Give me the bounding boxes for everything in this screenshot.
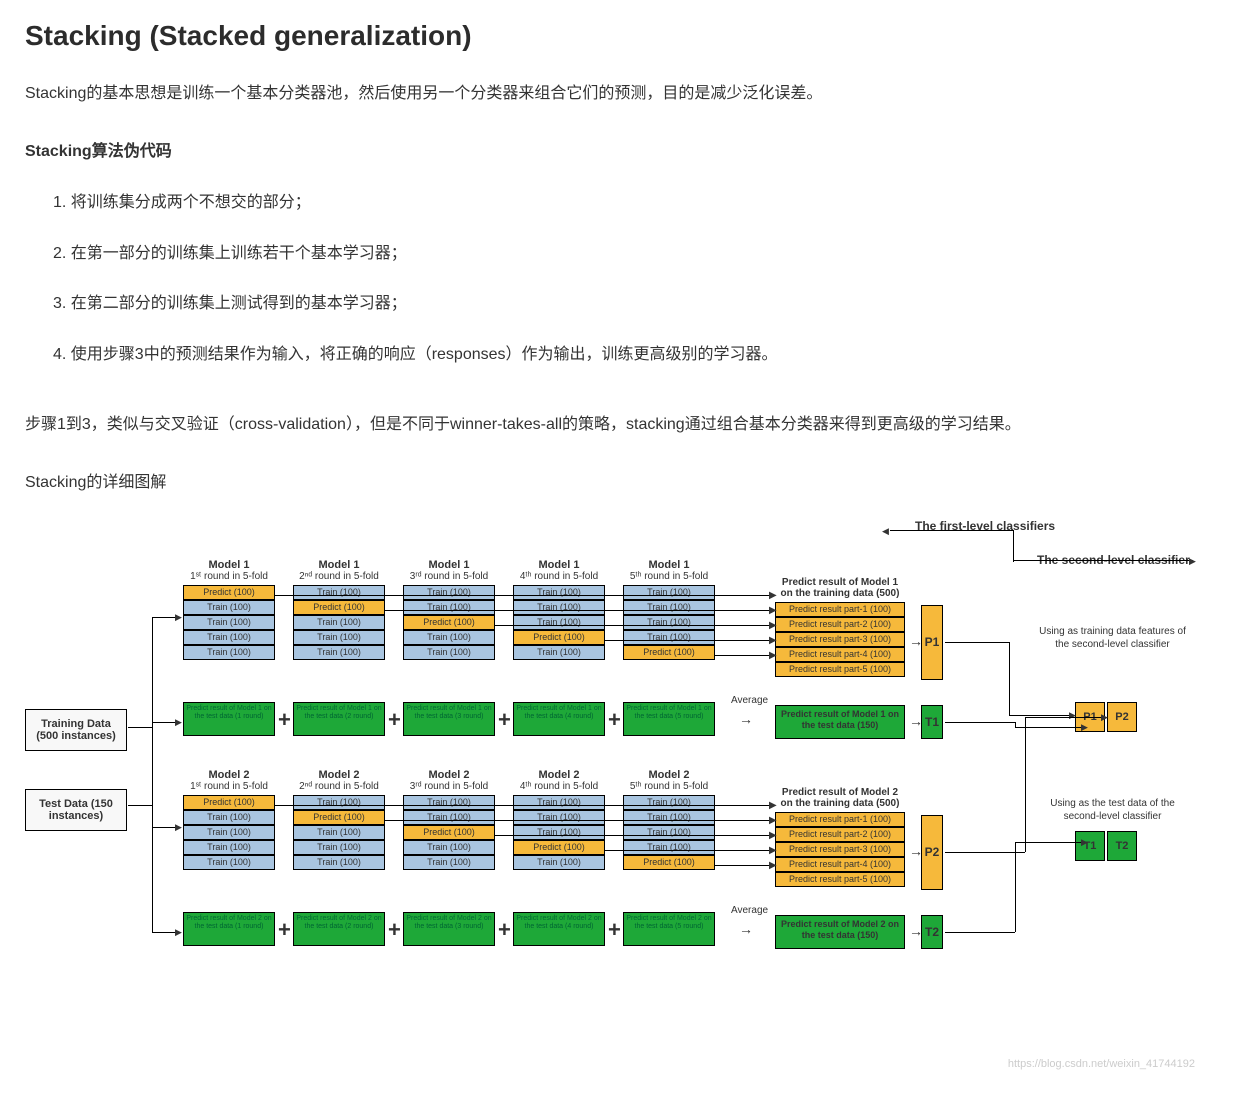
out-p2: P2 xyxy=(1107,702,1137,732)
usage-1: Using as training data features of the s… xyxy=(1035,625,1190,651)
usage-2: Using as the test data of the second-lev… xyxy=(1035,797,1190,823)
paragraph-2: Stacking的详细图解 xyxy=(25,468,1218,498)
fold-test-result: Predict result of Model 2 on the test da… xyxy=(513,912,605,946)
intro-text: Stacking的基本思想是训练一个基本分类器池，然后使用另一个分类器来组合它们… xyxy=(25,80,1218,109)
result-part: Predict result part-4 (100) xyxy=(775,647,905,662)
result-part: Predict result part-5 (100) xyxy=(775,872,905,887)
step-1: 1. 将训练集分成两个不想交的部分； xyxy=(53,189,1218,218)
result-part: Predict result part-1 (100) xyxy=(775,812,905,827)
training-data-box: Training Data (500 instances) xyxy=(25,709,127,751)
p2-box: P2 xyxy=(921,815,943,890)
fold-test-result: Predict result of Model 2 on the test da… xyxy=(183,912,275,946)
out-t2: T2 xyxy=(1107,831,1137,861)
paragraph-1: 步骤1到3，类似与交叉验证（cross-validation），但是不同于win… xyxy=(25,410,1218,440)
result-part: Predict result part-4 (100) xyxy=(775,857,905,872)
fold-column: Model 22ⁿᵈ round in 5-foldTrain (100)Pre… xyxy=(293,769,385,870)
fold-column: Model 11ˢᵗ round in 5-foldPredict (100)T… xyxy=(183,559,275,660)
out-t1: T1 xyxy=(1075,831,1105,861)
pseudocode-heading: Stacking算法伪代码 xyxy=(25,137,1218,161)
fold-test-result: Predict result of Model 1 on the test da… xyxy=(623,702,715,736)
t2-box: T2 xyxy=(921,915,943,949)
fold-test-result: Predict result of Model 1 on the test da… xyxy=(513,702,605,736)
test-result-1: Predict result of Model 1 on the test da… xyxy=(775,705,905,739)
watermark: https://blog.csdn.net/weixin_41744192 xyxy=(1008,1058,1195,1070)
result-part: Predict result part-1 (100) xyxy=(775,602,905,617)
p1-box: P1 xyxy=(921,605,943,680)
step-3: 3. 在第二部分的训练集上测试得到的基本学习器； xyxy=(53,290,1218,319)
stacking-diagram: The first-level classifiers The second-l… xyxy=(25,527,1205,1072)
result-part: Predict result part-2 (100) xyxy=(775,827,905,842)
result-col-1: Predict result of Model 1 on the trainin… xyxy=(775,577,905,677)
fold-test-result: Predict result of Model 2 on the test da… xyxy=(293,912,385,946)
fold-test-result: Predict result of Model 1 on the test da… xyxy=(293,702,385,736)
fold-test-result: Predict result of Model 1 on the test da… xyxy=(183,702,275,736)
test-data-box: Test Data (150 instances) xyxy=(25,789,127,831)
result-col-2: Predict result of Model 2 on the trainin… xyxy=(775,787,905,887)
page-title: Stacking (Stacked generalization) xyxy=(25,20,1218,52)
fold-test-result: Predict result of Model 2 on the test da… xyxy=(403,912,495,946)
fold-column: Model 21ˢᵗ round in 5-foldPredict (100)T… xyxy=(183,769,275,870)
steps-list: 1. 将训练集分成两个不想交的部分； 2. 在第一部分的训练集上训练若干个基本学… xyxy=(25,189,1218,370)
fold-column: Model 12ⁿᵈ round in 5-foldTrain (100)Pre… xyxy=(293,559,385,660)
step-4: 4. 使用步骤3中的预测结果作为输入，将正确的响应（responses）作为输出… xyxy=(53,341,1218,370)
fold-test-result: Predict result of Model 1 on the test da… xyxy=(403,702,495,736)
result-part: Predict result part-2 (100) xyxy=(775,617,905,632)
result-part: Predict result part-5 (100) xyxy=(775,662,905,677)
result-part: Predict result part-3 (100) xyxy=(775,632,905,647)
step-2: 2. 在第一部分的训练集上训练若干个基本学习器； xyxy=(53,240,1218,269)
result-part: Predict result part-3 (100) xyxy=(775,842,905,857)
fold-test-result: Predict result of Model 2 on the test da… xyxy=(623,912,715,946)
test-result-2: Predict result of Model 2 on the test da… xyxy=(775,915,905,949)
t1-box: T1 xyxy=(921,705,943,739)
